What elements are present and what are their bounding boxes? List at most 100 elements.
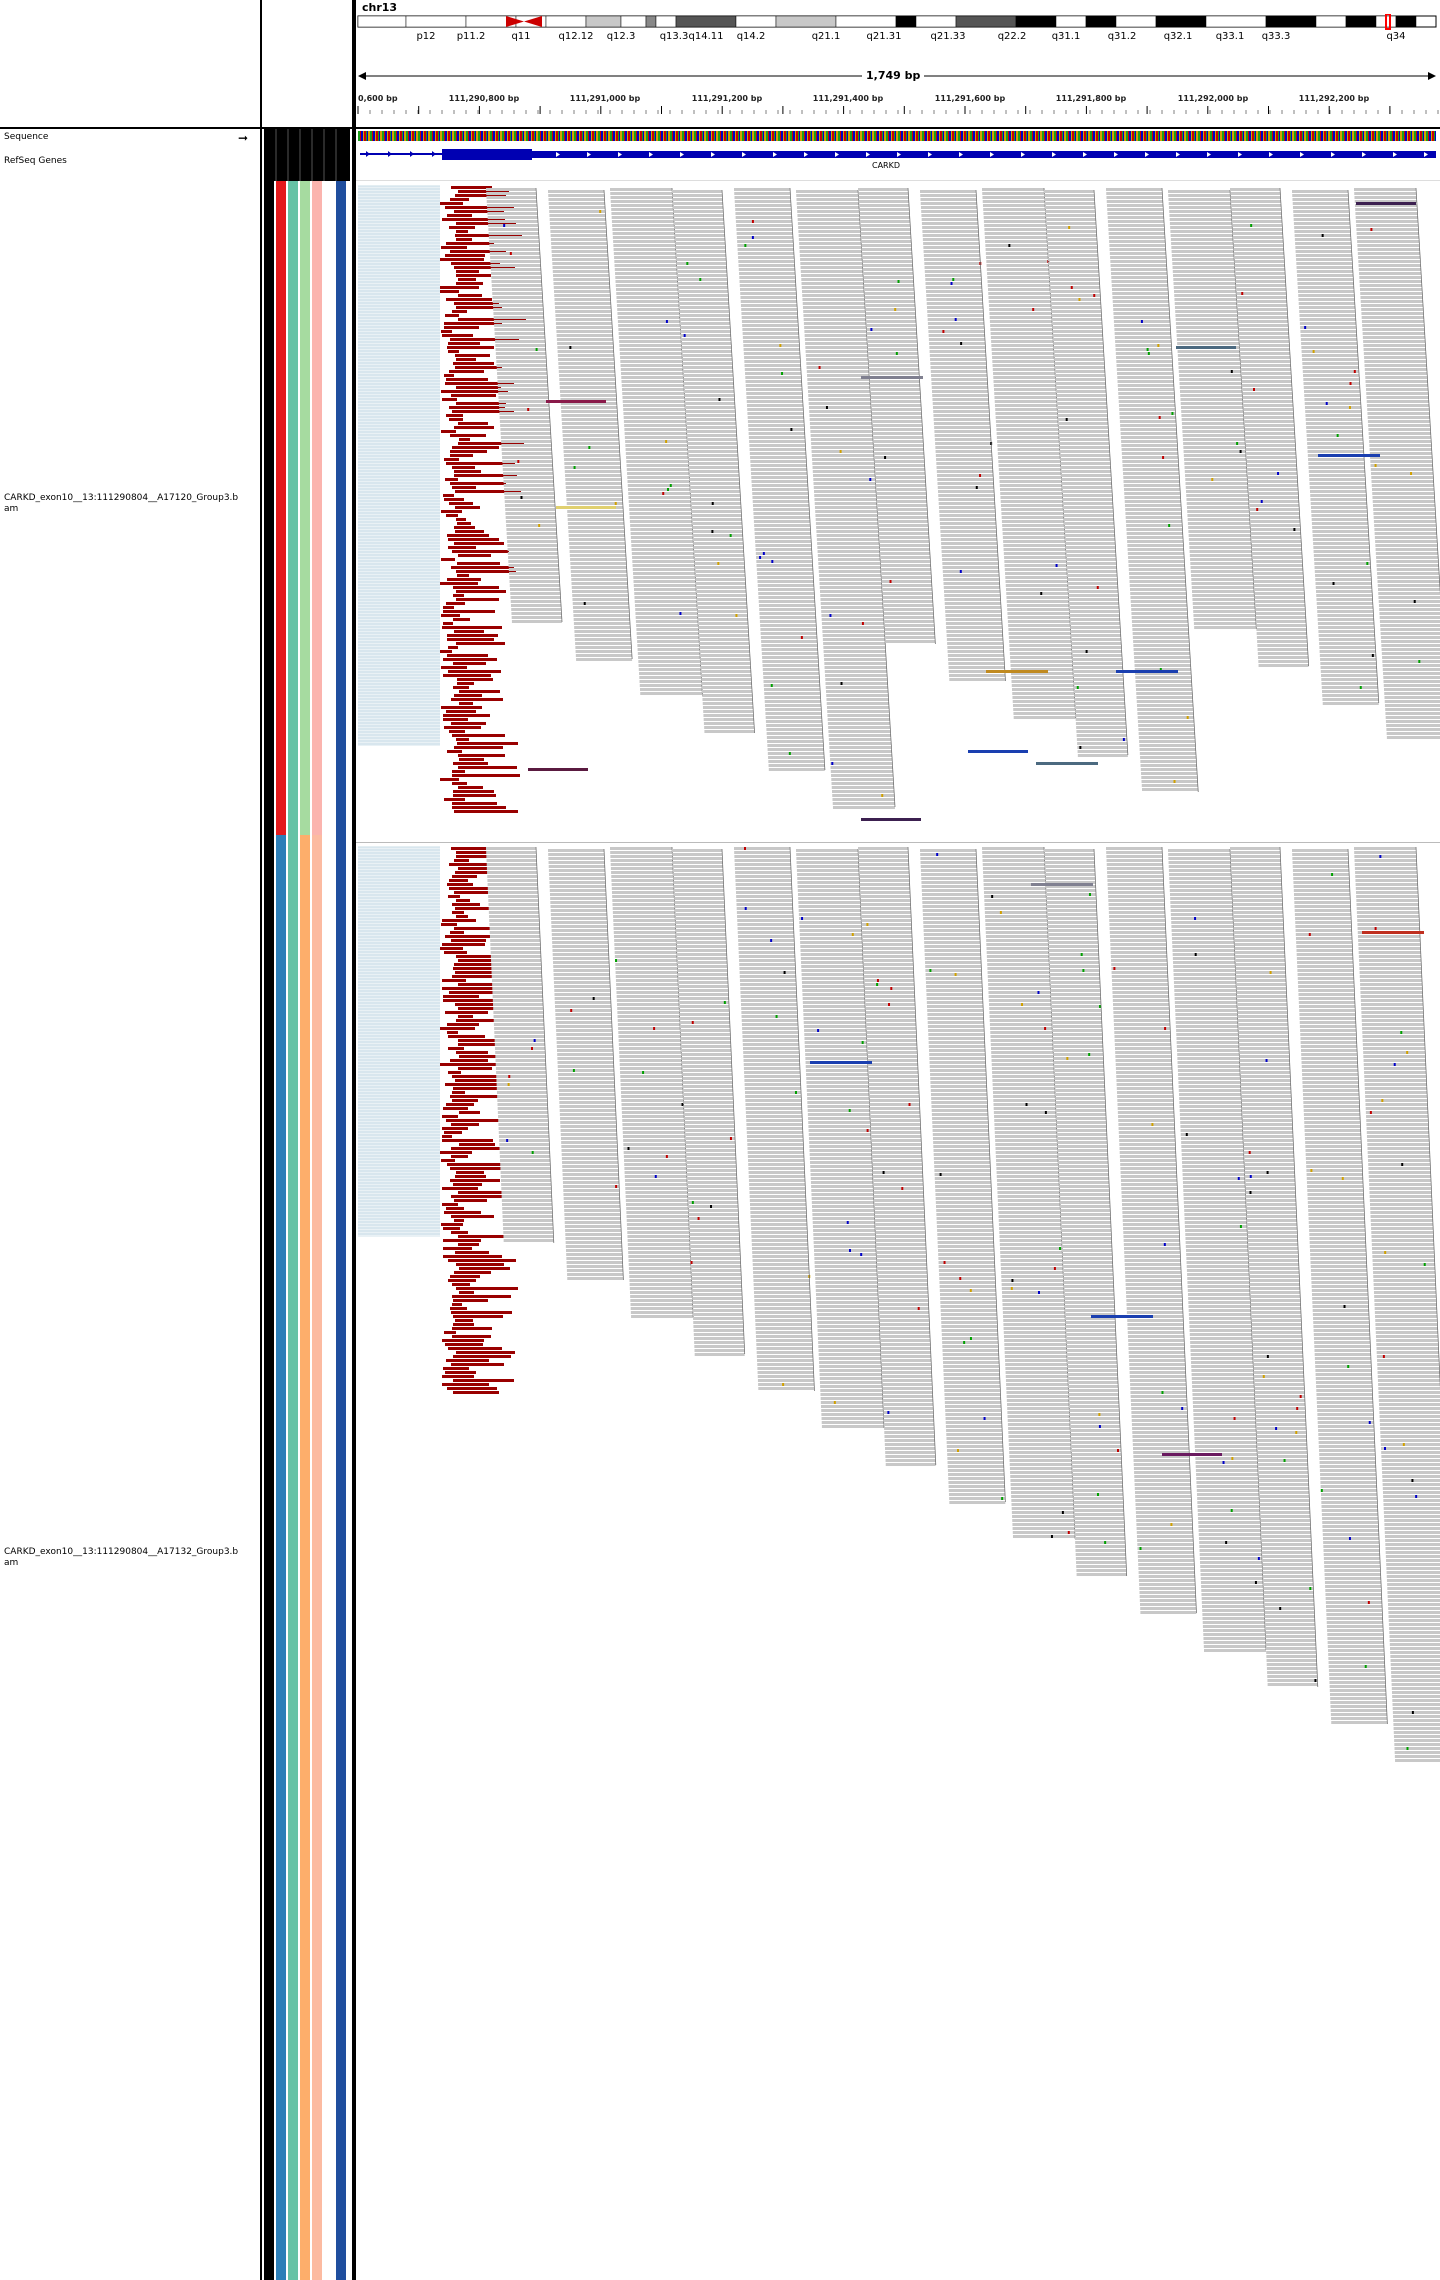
read-column [858,187,936,645]
read-column [610,846,694,1318]
chromosome-name[interactable]: chr13 [362,1,398,14]
attr-column-1[interactable] [264,181,274,835]
right-arrow-icon[interactable]: ➞ [238,131,249,145]
sequence-track-label[interactable]: Sequence [4,132,49,142]
discordant-pair-bar [1318,454,1380,457]
attr-column-7[interactable] [336,835,346,2280]
cytoband-label: q32.1 [1164,31,1193,42]
discordant-pair-bar [1176,346,1236,349]
attr-column-2[interactable] [276,181,286,835]
attr-group-1[interactable] [264,181,350,835]
track-name-panel: Sequence ➞ RefSeq Genes CARKD_exon10__13… [0,0,262,2280]
ruler-tick-label: 111,291,800 bp [1056,94,1127,103]
discordant-pair-bar [1356,202,1416,205]
cytoband-label: q33.3 [1262,31,1291,42]
refseq-gene-track[interactable] [356,146,1440,176]
discordant-pair-bar [1091,1315,1153,1318]
ruler-tick-label: 111,290,800 bp [449,94,520,103]
cytoband-label: q31.2 [1108,31,1137,42]
gene-name-label[interactable]: CARKD [872,161,901,170]
attr-grid-lines [275,129,337,181]
read-column [486,187,563,623]
attr-column-3[interactable] [288,181,298,835]
cytoband-label: q31.1 [1052,31,1081,42]
read-column [734,187,826,771]
bam2-label-line1: CARKD_exon10__13:111290804__A17132_Group… [4,1547,239,1557]
attr-column-1[interactable] [264,835,274,2280]
read-column [1106,187,1199,793]
discordant-pair-bar [1362,931,1424,934]
read-column [672,189,755,734]
read-column [982,846,1076,1540]
read-column [920,189,1006,682]
read-column [734,846,815,1392]
bam2-track-label[interactable]: CARKD_exon10__13:111290804__A17132_Group… [4,1547,238,1569]
attr-column-3[interactable] [288,835,298,2280]
discordant-pair-bar [861,818,921,821]
cytoband-label: q14.2 [737,31,766,42]
discordant-pair-bar [528,768,588,771]
read-column [1230,187,1310,667]
read-column [1292,189,1380,705]
read-column [920,848,1006,1504]
discordant-pair-bar [556,506,616,509]
refseq-track-label[interactable]: RefSeq Genes [4,156,67,166]
attr-header-divider [262,127,352,129]
attr-group-2[interactable] [264,835,350,2280]
ruler-span-label: 1,749 bp [862,69,925,82]
panel-divider-right[interactable] [352,0,356,2280]
bam-track-divider [356,842,1440,843]
attribute-panel [262,0,352,2280]
read-column [858,846,937,1466]
attr-column-5[interactable] [312,835,322,2280]
discordant-pair-bar [1031,883,1093,886]
cytoband-label: q11 [511,31,530,42]
cytoband-label: q34 [1386,31,1405,42]
read-column [982,187,1077,719]
chromosome-ideogram[interactable]: p12 p11.2 q11 q12.12 q12.3 q13.3 q14.11 q14.2 q2… [356,14,1440,44]
discordant-pair-bar [546,400,606,403]
discordant-pair-bar [1036,762,1098,765]
header-divider [0,127,262,129]
data-panel[interactable]: chr13 p12 p11.2 q11 q12.12 q12.3 q13.3 q14.11 q… [356,0,1440,2280]
attr-column-5[interactable] [312,181,322,835]
attr-column-4[interactable] [300,835,310,2280]
read-column [1354,846,1440,1762]
read-column [1106,846,1197,1614]
cytoband-label: q14.11 [689,31,724,42]
discordant-pair-bar [1162,1453,1222,1456]
read-column [1168,189,1257,630]
cytoband-label: p11.2 [457,31,486,42]
bam1-label-line1: CARKD_exon10__13:111290804__A17120_Group… [4,493,239,503]
read-column [1044,848,1128,1577]
read-column [1168,848,1267,1652]
cytoband-label: q22.2 [998,31,1027,42]
discordant-pair-bar [810,1061,872,1064]
cytoband-label: q12.3 [607,31,636,42]
attr-column-7[interactable] [336,181,346,835]
read-column [610,187,703,697]
attr-column-6[interactable] [324,835,334,2280]
discordant-pair-bar [986,670,1048,673]
attr-column-2[interactable] [276,835,286,2280]
bam2-alignment-track[interactable] [356,843,1440,2280]
discordant-pair-bar [861,376,923,379]
cytoband-label: q12.12 [559,31,594,42]
read-column [796,189,896,809]
read-column [548,848,624,1281]
bam1-track-label[interactable]: CARKD_exon10__13:111290804__A17120_Group… [4,493,238,515]
attr-column-6[interactable] [324,181,334,835]
attr-column-4[interactable] [300,181,310,835]
bam1-alignment-track[interactable] [356,182,1440,842]
ruler-tick-label: 111,291,200 bp [692,94,763,103]
data-header-divider [356,127,1440,129]
cytoband-label: q21.33 [931,31,966,42]
ruler-ticks[interactable]: 0,600 bp 111,290,800 bp 111,291,000 bp 111,… [356,92,1440,118]
ruler-tick-label: 111,291,000 bp [570,94,641,103]
cytoband-label: p12 [416,31,435,42]
read-column [672,848,746,1356]
discordant-pair-bar [1116,670,1178,673]
sequence-track[interactable] [358,131,1436,141]
cytoband-label: q13.3 [660,31,689,42]
refseq-divider [356,180,1440,181]
